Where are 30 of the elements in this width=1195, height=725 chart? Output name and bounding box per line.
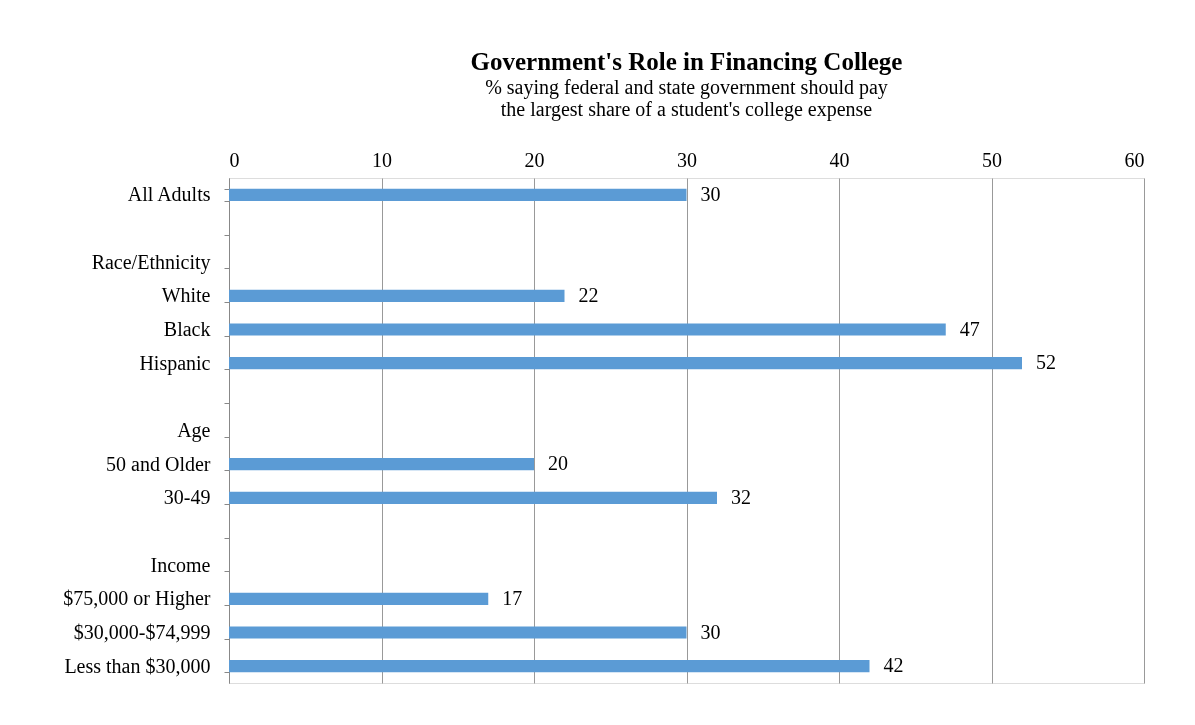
data-label: 22 [578, 283, 599, 306]
chart-title: Government's Role in Financing College [470, 48, 903, 75]
y-tick-label: Black [163, 318, 211, 340]
x-tick-label: 50 [982, 148, 1002, 171]
data-label: 32 [731, 485, 751, 508]
data-label: 42 [883, 654, 904, 677]
y-tick-label: Income [150, 553, 211, 576]
x-tick-label: 30 [677, 148, 697, 171]
data-label: 47 [959, 317, 980, 340]
chart-subtitle: % saying federal and state government should pay the largest share of a student's college expense [485, 76, 888, 121]
y-tick-label: Race/Ethnicity [91, 250, 211, 274]
data-label: 52 [1036, 351, 1056, 374]
y-tick-label: Hispanic [139, 351, 211, 375]
y-tick-label: White [161, 284, 211, 307]
x-tick-label: 60 [1124, 148, 1145, 171]
data-label: 30 [700, 620, 721, 643]
x-tick-label: 0 [229, 148, 240, 171]
data-label: 17 [502, 586, 523, 609]
data-label: 30 [700, 182, 721, 205]
y-tick-label: 30-49 [163, 486, 211, 509]
y-tick-label: $30,000-$74,999 [73, 621, 211, 643]
y-tick-label: All Adults [127, 183, 211, 206]
y-tick-label: Less than $30,000 [64, 654, 211, 677]
y-tick-label: 50 and Older [106, 452, 211, 475]
data-label: 20 [548, 452, 568, 475]
y-tick-label: Age [177, 419, 211, 442]
y-tick-label: $75,000 or Higher [63, 587, 211, 611]
x-tick-label: 20 [524, 148, 545, 171]
x-tick-label: 10 [372, 148, 392, 171]
x-tick-label: 40 [829, 148, 850, 171]
